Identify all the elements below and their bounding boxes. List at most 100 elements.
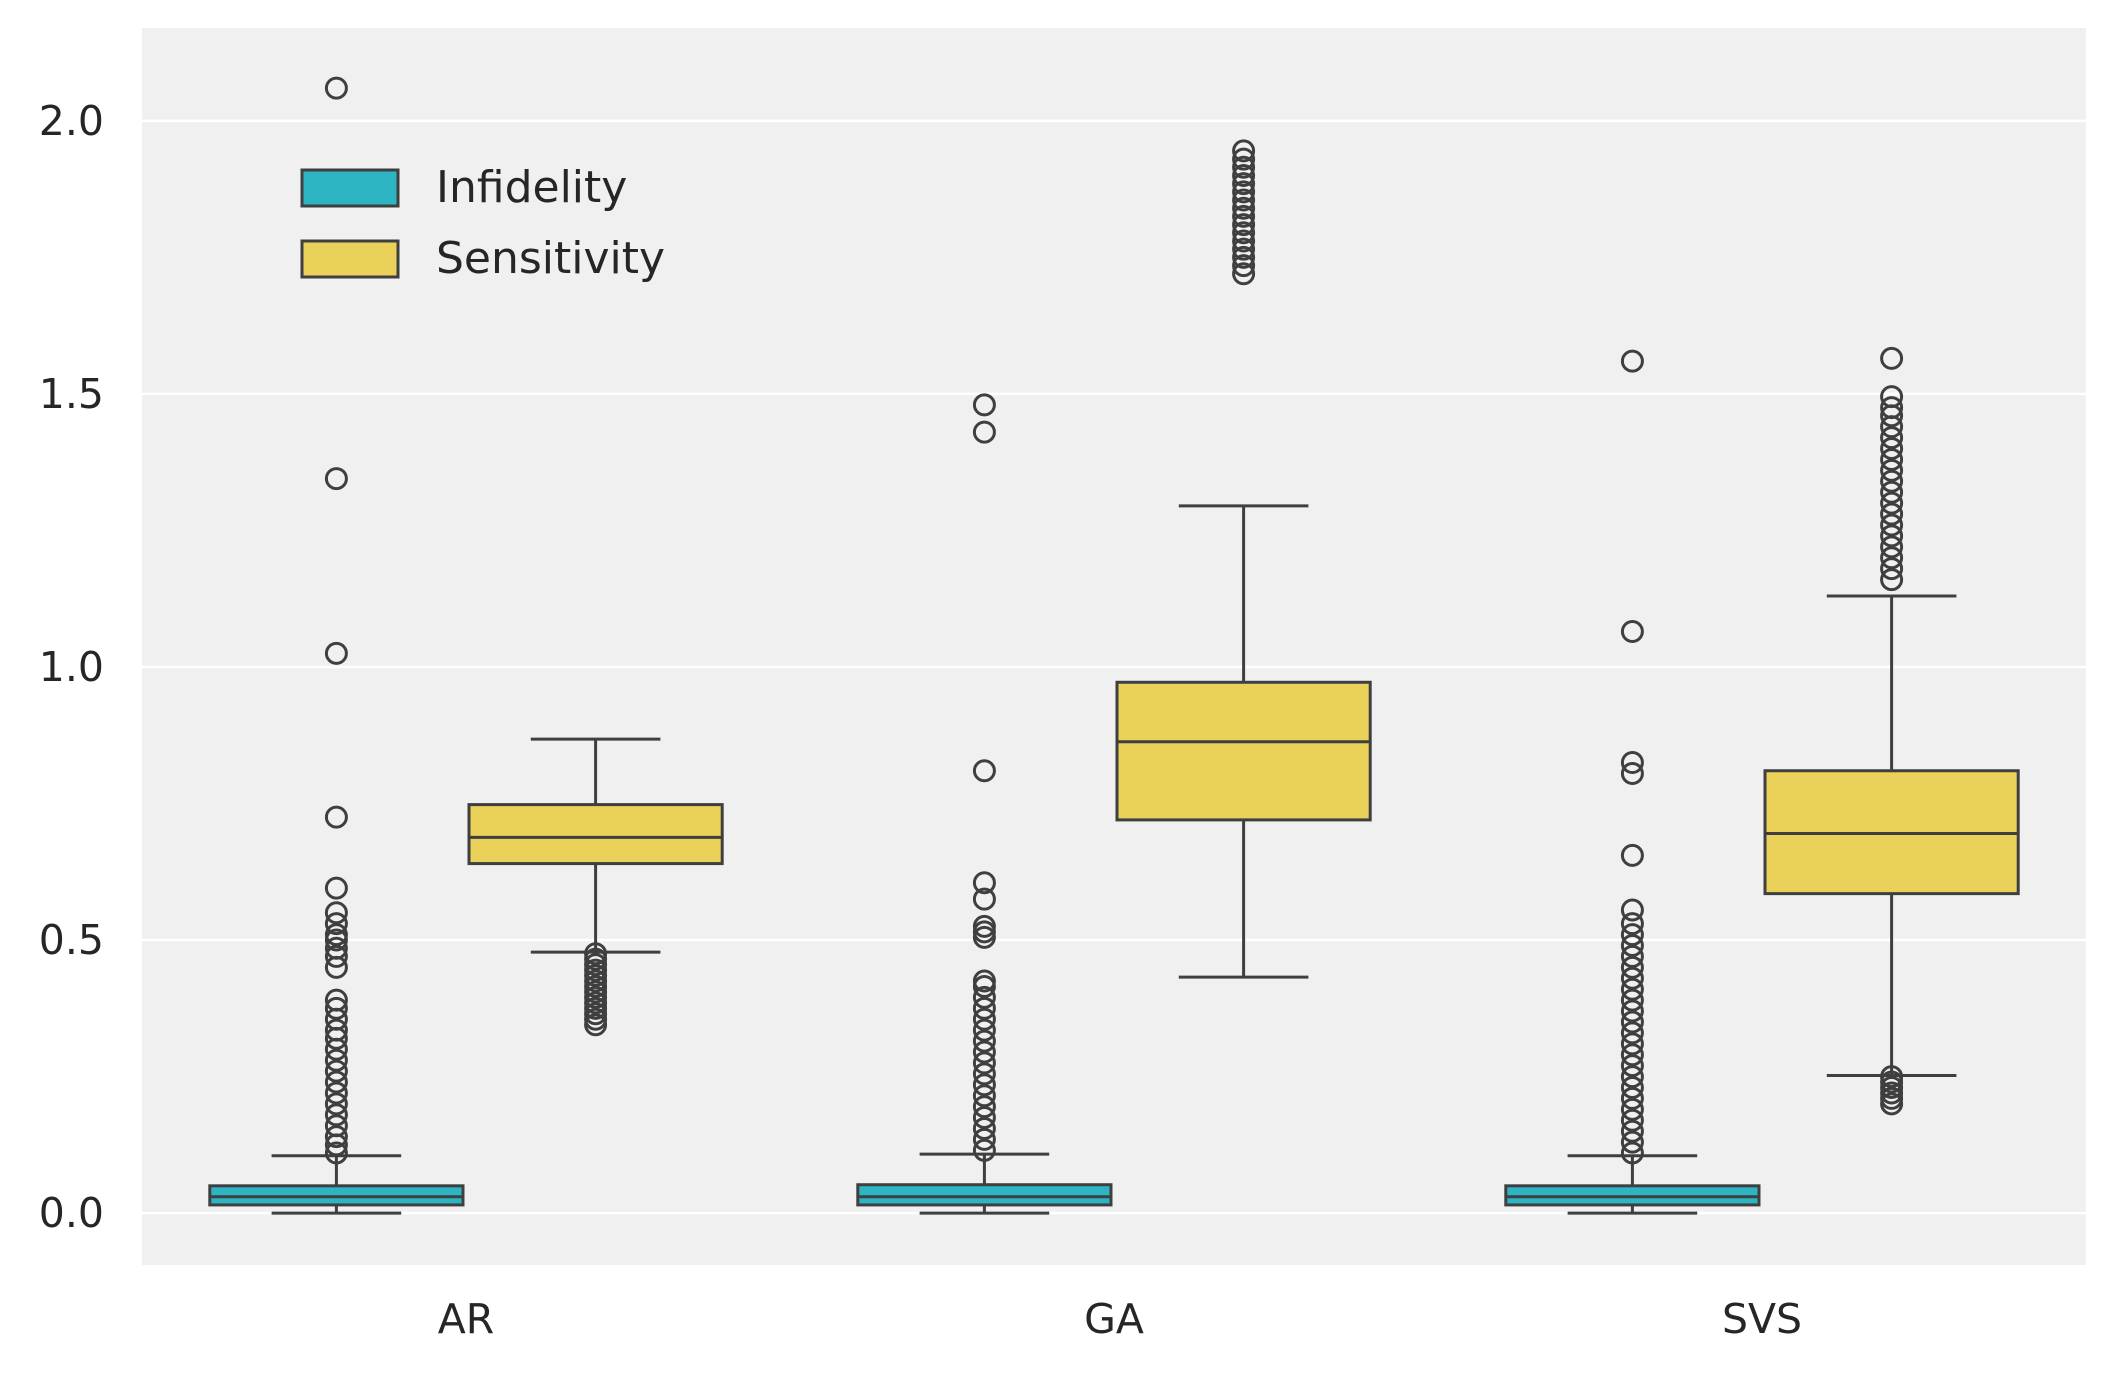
y-tick-label: 1.5 xyxy=(39,370,104,418)
box-infidelity-ar xyxy=(208,76,465,1215)
outlier-point xyxy=(1620,761,1644,785)
outlier-point xyxy=(1620,955,1644,979)
outlier-point xyxy=(1232,139,1256,163)
box-sensitivity-svs xyxy=(1763,346,2020,1116)
outlier-point xyxy=(972,1095,996,1119)
outlier-point xyxy=(1620,1086,1644,1110)
outlier-point xyxy=(1620,349,1644,373)
outlier-point xyxy=(1880,557,1904,581)
outlier-point xyxy=(1620,999,1644,1023)
outlier-point xyxy=(324,944,348,968)
outlier-point xyxy=(1620,923,1644,947)
outlier-point xyxy=(1232,254,1256,278)
outlier-point xyxy=(1232,229,1256,253)
outlier-point xyxy=(324,805,348,829)
box-sensitivity-ar xyxy=(467,737,724,1037)
outlier-point xyxy=(972,1106,996,1130)
outlier-point xyxy=(1880,513,1904,537)
outlier-point xyxy=(1620,1021,1644,1045)
outlier-point xyxy=(324,1070,348,1094)
y-tick-label: 2.0 xyxy=(39,97,104,145)
outlier-point xyxy=(972,759,996,783)
iqr-box xyxy=(467,803,724,866)
outlier-point xyxy=(1880,502,1904,526)
outlier-point xyxy=(1620,1065,1644,1089)
outlier-point xyxy=(972,1073,996,1097)
outlier-point xyxy=(1620,898,1644,922)
outlier-point xyxy=(1880,458,1904,482)
outlier-point xyxy=(972,1084,996,1108)
outlier-point xyxy=(972,985,996,1009)
outlier-point xyxy=(1880,535,1904,559)
box-sensitivity-ga xyxy=(1115,139,1372,979)
outlier-point xyxy=(1880,426,1904,450)
outlier-point xyxy=(1620,843,1644,867)
outlier-point xyxy=(1620,1043,1644,1067)
outlier-point xyxy=(1232,213,1256,237)
outlier-point xyxy=(972,1029,996,1053)
y-tick-label: 0.0 xyxy=(39,1189,104,1237)
outlier-point xyxy=(324,1048,348,1072)
outlier-point xyxy=(972,1018,996,1042)
outlier-point xyxy=(1880,469,1904,493)
plot-area xyxy=(142,28,2086,1265)
y-tick-label: 0.5 xyxy=(39,916,104,964)
outlier-point xyxy=(1620,977,1644,1001)
outlier-point xyxy=(324,1037,348,1061)
outlier-point xyxy=(972,1116,996,1140)
outlier-point xyxy=(972,871,996,895)
outlier-point xyxy=(1620,944,1644,968)
outlier-point xyxy=(972,925,996,949)
outlier-point xyxy=(324,641,348,665)
outlier-point xyxy=(972,1007,996,1031)
outlier-point xyxy=(1232,180,1256,204)
outlier-point xyxy=(324,1059,348,1083)
outlier-point xyxy=(1620,1032,1644,1056)
outlier-point xyxy=(972,996,996,1020)
outlier-point xyxy=(1880,346,1904,370)
outlier-point xyxy=(1620,988,1644,1012)
outlier-point xyxy=(324,1092,348,1116)
outlier-point xyxy=(324,1103,348,1127)
outlier-point xyxy=(1620,934,1644,958)
outlier-point xyxy=(1232,163,1256,187)
outlier-point xyxy=(324,467,348,491)
outlier-point xyxy=(972,1138,996,1162)
legend: Infidelity Sensitivity xyxy=(300,162,665,284)
outlier-point xyxy=(1880,437,1904,461)
outlier-point xyxy=(972,1051,996,1075)
outlier-point xyxy=(324,1081,348,1105)
outlier-point xyxy=(324,1026,348,1050)
outlier-point xyxy=(324,876,348,900)
outlier-point xyxy=(1620,1054,1644,1078)
outlier-point xyxy=(324,912,348,936)
outlier-point xyxy=(1620,751,1644,775)
outlier-point xyxy=(972,420,996,444)
x-tick-label: SVS xyxy=(1722,1295,1802,1343)
outlier-point xyxy=(1620,1097,1644,1121)
outlier-point xyxy=(1620,1010,1644,1034)
iqr-box xyxy=(856,1183,1113,1207)
legend-label-infidelity: Infidelity xyxy=(436,162,627,213)
outlier-point xyxy=(1232,155,1256,179)
outlier-point xyxy=(1232,204,1256,228)
legend-swatch-infidelity xyxy=(300,168,400,208)
outlier-point xyxy=(1232,245,1256,269)
legend-label-sensitivity: Sensitivity xyxy=(436,233,665,284)
outlier-point xyxy=(324,76,348,100)
x-tick-label: GA xyxy=(1084,1295,1144,1343)
outlier-point xyxy=(1620,619,1644,643)
grid xyxy=(142,119,2086,1215)
outlier-point xyxy=(972,974,996,998)
outlier-point xyxy=(1232,196,1256,220)
outlier-point xyxy=(1620,912,1644,936)
outlier-point xyxy=(1880,480,1904,504)
outlier-point xyxy=(1620,966,1644,990)
outlier-point xyxy=(1880,568,1904,592)
x-tick-label: AR xyxy=(438,1295,495,1343)
outlier-point xyxy=(1880,546,1904,570)
outlier-point xyxy=(1880,415,1904,439)
outlier-point xyxy=(324,901,348,925)
outlier-point xyxy=(1880,1092,1904,1116)
